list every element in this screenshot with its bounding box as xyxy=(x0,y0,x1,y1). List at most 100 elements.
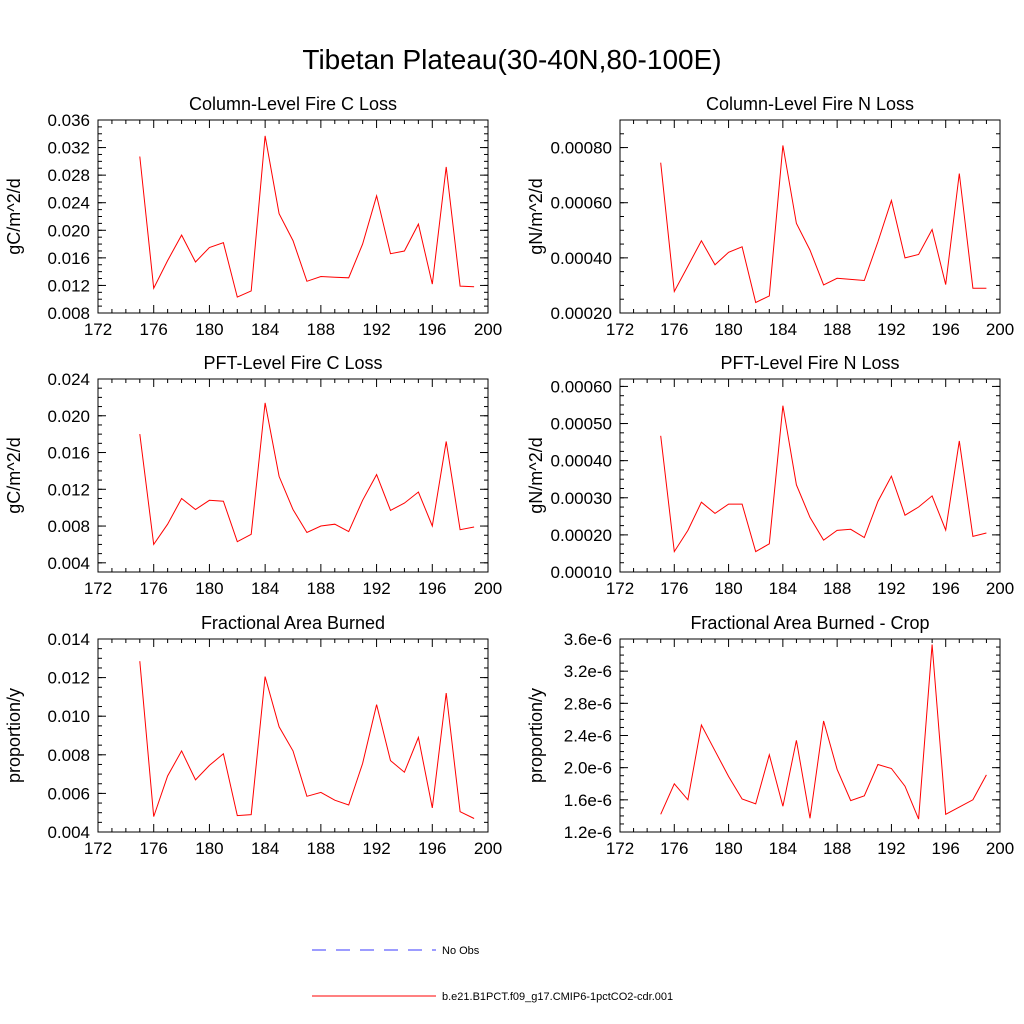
series-line xyxy=(660,405,987,554)
panel-column-fire-n-loss: Column-Level Fire N Loss gN/m^2/d 172 176 18… xyxy=(526,94,1014,339)
x-tick-label: 188 xyxy=(823,579,851,598)
x-tick-label: 184 xyxy=(251,579,279,598)
y-axis-label: gC/m^2/d xyxy=(4,437,24,513)
x-tick-label: 192 xyxy=(877,839,905,858)
x-tick-label: 196 xyxy=(418,579,446,598)
y-tick-label: 1.6e-6 xyxy=(564,791,612,810)
x-tick-label: 196 xyxy=(932,579,960,598)
x-tick-label: 200 xyxy=(986,579,1014,598)
x-tick-label: 184 xyxy=(769,839,797,858)
x-tick-label: 196 xyxy=(932,839,960,858)
x-tick-label: 180 xyxy=(195,579,223,598)
x-tick-label: 184 xyxy=(769,579,797,598)
x-tick-label: 176 xyxy=(660,839,688,858)
x-tick-label: 188 xyxy=(307,579,335,598)
y-tick-label: 0.00030 xyxy=(551,489,612,508)
y-tick-label: 0.036 xyxy=(47,111,90,130)
x-tick-label: 172 xyxy=(84,320,112,339)
panel-title: Column-Level Fire C Loss xyxy=(189,94,397,114)
x-tick-label: 180 xyxy=(714,579,742,598)
y-axis-label: gN/m^2/d xyxy=(526,178,546,254)
panel-fractional-area-burned: Fractional Area Burned proportion/y 172 176… xyxy=(4,613,502,858)
x-tick-label: 200 xyxy=(986,839,1014,858)
panel-title: Column-Level Fire N Loss xyxy=(706,94,914,114)
series-line xyxy=(139,402,475,546)
x-tick-label: 192 xyxy=(877,320,905,339)
x-tick-label: 172 xyxy=(84,579,112,598)
x-tick-label: 180 xyxy=(195,839,223,858)
panel-title: Fractional Area Burned xyxy=(201,613,385,633)
x-tick-label: 172 xyxy=(84,839,112,858)
legend: No Obs b.e21.B1PCT.f09_g17.CMIP6-1pctCO2… xyxy=(312,945,673,1003)
plot-frame xyxy=(619,638,1001,833)
x-tick-label: 188 xyxy=(307,320,335,339)
y-tick-label: 0.032 xyxy=(47,139,90,158)
x-tick-label: 200 xyxy=(474,579,502,598)
y-tick-label: 0.004 xyxy=(47,823,90,842)
x-tick-label: 176 xyxy=(660,320,688,339)
y-tick-label: 2.0e-6 xyxy=(564,759,612,778)
series-line xyxy=(660,145,987,304)
y-tick-label: 0.00010 xyxy=(551,563,612,582)
y-tick-label: 2.8e-6 xyxy=(564,694,612,713)
y-tick-label: 0.024 xyxy=(47,194,90,213)
y-axis-label: proportion/y xyxy=(526,688,546,783)
plot-frame xyxy=(97,638,489,833)
y-axis-label: gN/m^2/d xyxy=(526,437,546,513)
panel-title: Fractional Area Burned - Crop xyxy=(690,613,929,633)
y-tick-label: 0.008 xyxy=(47,304,90,323)
y-tick-label: 1.2e-6 xyxy=(564,823,612,842)
y-tick-label: 0.012 xyxy=(47,669,90,688)
panel-title: PFT-Level Fire C Loss xyxy=(203,353,382,373)
y-tick-label: 0.00060 xyxy=(551,377,612,396)
x-tick-label: 196 xyxy=(418,839,446,858)
x-tick-label: 172 xyxy=(606,320,634,339)
y-tick-label: 0.00050 xyxy=(551,415,612,434)
x-tick-label: 200 xyxy=(474,320,502,339)
x-tick-label: 180 xyxy=(714,320,742,339)
x-tick-label: 180 xyxy=(195,320,223,339)
y-tick-label: 2.4e-6 xyxy=(564,727,612,746)
y-tick-label: 3.2e-6 xyxy=(564,662,612,681)
plot-frame xyxy=(619,119,1001,314)
x-tick-label: 192 xyxy=(362,579,390,598)
y-tick-label: 0.006 xyxy=(47,784,90,803)
y-tick-label: 0.004 xyxy=(47,554,90,573)
y-tick-label: 0.010 xyxy=(47,707,90,726)
x-tick-label: 192 xyxy=(362,839,390,858)
x-tick-label: 172 xyxy=(606,579,634,598)
x-tick-label: 184 xyxy=(251,320,279,339)
panel-pft-fire-n-loss: PFT-Level Fire N Loss gN/m^2/d 172 176 180 18… xyxy=(526,353,1014,598)
x-tick-label: 184 xyxy=(769,320,797,339)
y-axis-label: gC/m^2/d xyxy=(4,178,24,254)
y-tick-label: 0.00040 xyxy=(551,249,612,268)
y-tick-label: 0.00060 xyxy=(551,194,612,213)
x-tick-label: 200 xyxy=(986,320,1014,339)
y-tick-label: 0.00020 xyxy=(551,526,612,545)
panel-fractional-area-burned-crop: Fractional Area Burned - Crop proportion/… xyxy=(526,613,1014,858)
page-title: Tibetan Plateau(30-40N,80-100E) xyxy=(302,44,722,75)
x-tick-label: 192 xyxy=(877,579,905,598)
plot-frame xyxy=(619,378,1001,573)
y-tick-label: 0.016 xyxy=(47,444,90,463)
x-tick-label: 172 xyxy=(606,839,634,858)
x-tick-label: 188 xyxy=(823,320,851,339)
legend-model-label: b.e21.B1PCT.f09_g17.CMIP6-1pctCO2-cdr.00… xyxy=(442,991,673,1003)
y-tick-label: 0.008 xyxy=(47,517,90,536)
legend-obs-label: No Obs xyxy=(442,945,480,957)
plot-frame xyxy=(97,119,489,314)
x-tick-label: 200 xyxy=(474,839,502,858)
y-tick-label: 0.008 xyxy=(47,746,90,765)
x-tick-label: 176 xyxy=(140,320,168,339)
y-axis-label: proportion/y xyxy=(4,688,24,783)
x-tick-label: 192 xyxy=(362,320,390,339)
x-tick-label: 196 xyxy=(932,320,960,339)
x-tick-label: 188 xyxy=(307,839,335,858)
x-tick-label: 176 xyxy=(140,839,168,858)
panel-title: PFT-Level Fire N Loss xyxy=(720,353,899,373)
y-tick-label: 0.016 xyxy=(47,249,90,268)
y-tick-label: 0.020 xyxy=(47,221,90,240)
series-line xyxy=(660,644,987,820)
y-tick-label: 0.012 xyxy=(47,276,90,295)
